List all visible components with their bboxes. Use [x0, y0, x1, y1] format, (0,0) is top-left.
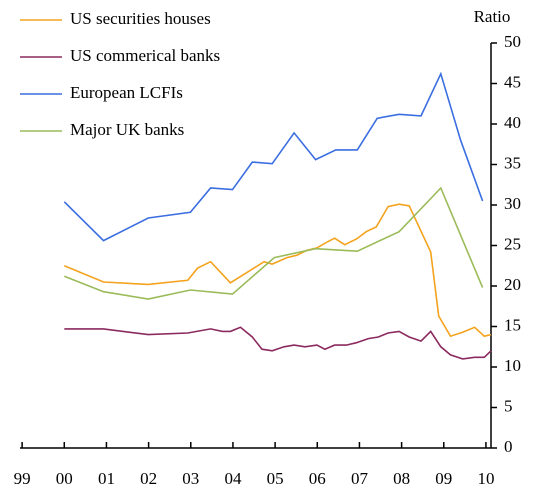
y-tick-label: 50	[504, 32, 521, 51]
series-line	[64, 186, 484, 300]
y-tick-label: 45	[504, 72, 521, 91]
y-tick-label: 0	[504, 437, 513, 456]
series-line	[64, 326, 492, 360]
legend-label: Major UK banks	[70, 120, 184, 139]
x-tick-label: 05	[267, 469, 284, 488]
x-tick-label: 00	[56, 469, 73, 488]
y-tick-label: 5	[504, 396, 513, 415]
x-tick-label: 06	[309, 469, 326, 488]
legend-label: US commerical banks	[70, 46, 220, 65]
series-line	[63, 71, 484, 242]
series-line	[63, 203, 492, 338]
x-tick-label: 03	[182, 469, 199, 488]
x-tick-label: 01	[98, 469, 115, 488]
legend-label: European LCFIs	[70, 83, 183, 102]
y-tick-label: 15	[504, 315, 521, 334]
y-tick-label: 40	[504, 113, 521, 132]
y-tick-label: 30	[504, 194, 521, 213]
y-tick-label: 20	[504, 275, 521, 294]
y-tick-label: 35	[504, 153, 521, 172]
y-axis-label: Ratio	[474, 7, 511, 26]
y-tick-label: 10	[504, 356, 521, 375]
x-tick-label: 07	[351, 469, 369, 488]
x-tick-label: 04	[224, 469, 242, 488]
x-tick-label: 10	[477, 469, 494, 488]
x-tick-label: 09	[435, 469, 452, 488]
y-tick-label: 25	[504, 234, 521, 253]
x-tick-label: 99	[14, 469, 31, 488]
x-tick-label: 02	[140, 469, 157, 488]
x-tick-label: 08	[393, 469, 410, 488]
legend-label: US securities houses	[70, 9, 211, 28]
